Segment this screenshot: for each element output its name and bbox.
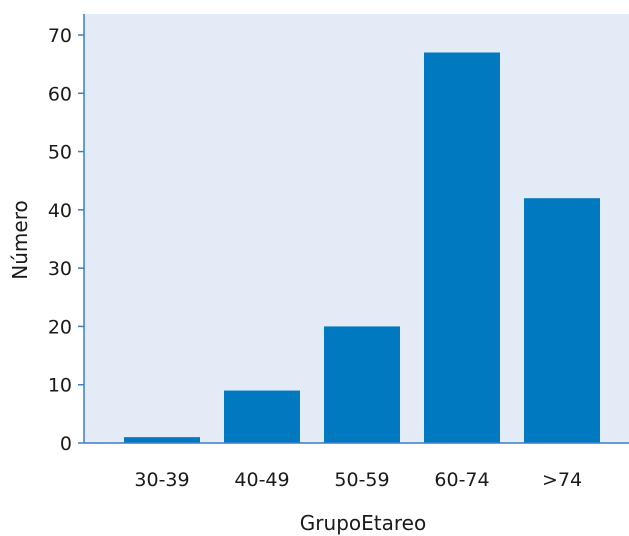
bar-50-59 xyxy=(324,326,400,443)
x-axis-tick-labels: 30-39 40-49 50-59 60-74 >74 xyxy=(134,469,582,491)
bars-group xyxy=(124,52,600,443)
y-tick-label: 20 xyxy=(48,316,72,338)
y-axis-ticks: 0 10 20 30 40 50 60 70 xyxy=(48,25,84,455)
y-tick-label: 60 xyxy=(48,83,72,105)
y-tick-label: 40 xyxy=(48,200,72,222)
x-tick-label: >74 xyxy=(542,469,582,491)
bar-40-49 xyxy=(224,390,300,443)
x-tick-label: 60-74 xyxy=(434,469,489,491)
x-axis-title: GrupoEtareo xyxy=(300,511,426,535)
bar-60-74 xyxy=(424,52,500,443)
y-axis-title: Número xyxy=(8,200,32,279)
y-tick-label: 30 xyxy=(48,258,72,280)
x-tick-label: 30-39 xyxy=(134,469,189,491)
x-tick-label: 40-49 xyxy=(234,469,289,491)
y-tick-label: 10 xyxy=(48,375,72,397)
y-tick-label: 70 xyxy=(48,25,72,47)
x-tick-label: 50-59 xyxy=(334,469,389,491)
bar-74 xyxy=(524,198,600,443)
y-tick-label: 50 xyxy=(48,142,72,164)
y-tick-label: 0 xyxy=(60,433,72,455)
bar-30-39 xyxy=(124,437,200,443)
